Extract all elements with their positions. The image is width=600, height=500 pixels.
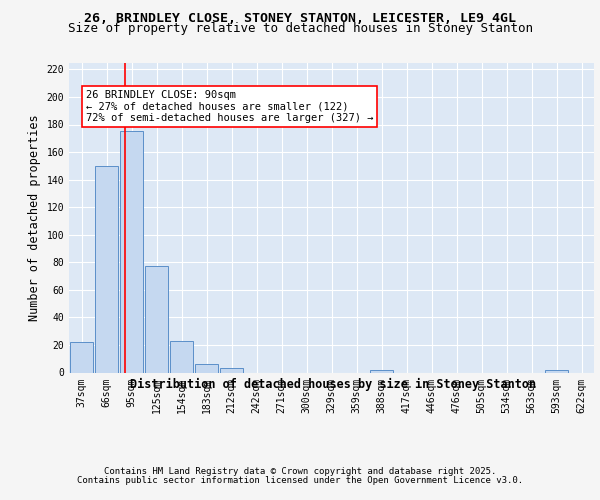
Bar <box>220 368 244 372</box>
Y-axis label: Number of detached properties: Number of detached properties <box>28 114 41 321</box>
Bar <box>119 132 143 372</box>
Text: 26 BRINDLEY CLOSE: 90sqm
← 27% of detached houses are smaller (122)
72% of semi-: 26 BRINDLEY CLOSE: 90sqm ← 27% of detach… <box>86 90 373 124</box>
Bar <box>170 341 193 372</box>
Text: Size of property relative to detached houses in Stoney Stanton: Size of property relative to detached ho… <box>67 22 533 35</box>
Bar <box>145 266 169 372</box>
Bar <box>70 342 94 372</box>
Text: Contains HM Land Registry data © Crown copyright and database right 2025.: Contains HM Land Registry data © Crown c… <box>104 467 496 476</box>
Bar <box>545 370 568 372</box>
Text: Distribution of detached houses by size in Stoney Stanton: Distribution of detached houses by size … <box>130 378 536 390</box>
Text: 26, BRINDLEY CLOSE, STONEY STANTON, LEICESTER, LE9 4GL: 26, BRINDLEY CLOSE, STONEY STANTON, LEIC… <box>84 12 516 26</box>
Bar <box>370 370 394 372</box>
Text: Contains public sector information licensed under the Open Government Licence v3: Contains public sector information licen… <box>77 476 523 485</box>
Bar <box>95 166 118 372</box>
Bar <box>194 364 218 372</box>
